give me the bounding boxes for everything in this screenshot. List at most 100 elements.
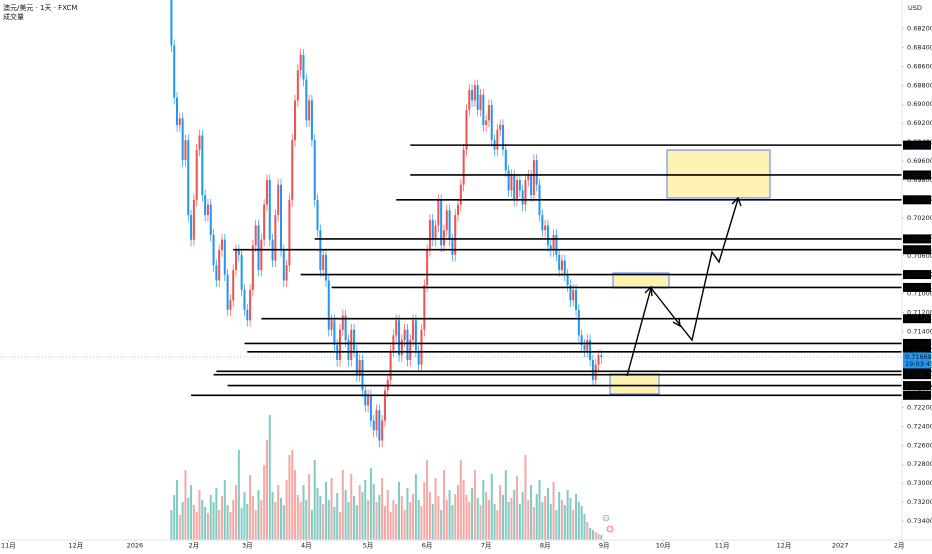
volume-bar: [451, 505, 454, 540]
arrow: [626, 287, 652, 377]
volume-bar: [218, 510, 221, 540]
candle-body: [431, 219, 434, 240]
candle-layer: [170, 0, 603, 448]
volume-bar: [322, 504, 325, 540]
level-tag-label: 0.70536: [905, 246, 932, 254]
level-tag-label: 0.71855: [905, 371, 932, 379]
volume-bar: [597, 534, 600, 540]
candle-body: [586, 340, 589, 351]
candle-body: [254, 225, 257, 246]
candle-body: [285, 265, 288, 281]
volume-bar: [378, 495, 381, 540]
y-tick-label: 0.70200: [907, 214, 932, 222]
volume-bar: [423, 482, 426, 540]
volume-bar: [195, 512, 198, 540]
candle-body: [232, 270, 235, 301]
volume-bar: [305, 500, 308, 540]
x-tick-label: 3月: [242, 542, 253, 550]
candle-body: [482, 94, 485, 126]
event-icon[interactable]: [606, 525, 614, 533]
volume-bar: [330, 478, 333, 540]
volume-bar: [586, 522, 589, 540]
candle-body: [468, 90, 471, 110]
candle-body: [597, 355, 600, 365]
volume-bar: [187, 498, 190, 540]
candle-body: [442, 230, 445, 246]
candle-body: [535, 160, 538, 185]
candle-body: [560, 260, 564, 270]
volume-bar: [412, 494, 415, 540]
candle-body: [178, 118, 181, 126]
volume-bar: [294, 470, 297, 540]
volume-bar: [510, 498, 513, 540]
candle-body: [344, 315, 347, 341]
y-tick-label: 0.71000: [907, 290, 932, 298]
currency-label: USD: [908, 4, 922, 12]
candle-body: [204, 195, 207, 216]
candle-body: [381, 420, 384, 441]
volume-bar: [459, 460, 462, 540]
volume-bar: [527, 500, 530, 540]
candle-body: [215, 265, 218, 281]
candle-body: [305, 79, 308, 121]
volume-bar: [513, 490, 516, 540]
candle-body: [327, 280, 330, 330]
volume-bar: [369, 468, 372, 540]
candle-body: [333, 320, 336, 345]
volume-bar: [310, 510, 313, 540]
volume-bar: [204, 507, 207, 540]
candle-body: [563, 260, 566, 275]
candle-body: [527, 175, 530, 180]
countdown-label: 19:03:45: [905, 360, 932, 368]
candle-body: [462, 149, 465, 185]
candle-body: [235, 250, 238, 270]
candle-body: [428, 219, 431, 251]
candle-body: [294, 100, 297, 141]
candle-body: [279, 184, 283, 251]
volume-bar: [263, 465, 266, 540]
volume-bar: [555, 510, 558, 540]
candle-body: [223, 239, 226, 275]
event-icon[interactable]: [602, 514, 610, 522]
candle-body: [518, 180, 521, 191]
volume-bar: [546, 488, 549, 540]
y-tick-label: 0.72800: [907, 460, 932, 468]
level-tag-label: 0.72073: [905, 392, 932, 400]
volume-bar: [299, 502, 302, 540]
volume-bar: [569, 498, 572, 540]
candle-body: [192, 199, 195, 240]
target-box: [609, 373, 660, 395]
y-tick-label: 0.71200: [907, 309, 932, 317]
candle-body: [510, 175, 513, 191]
level-tag-label: 0.69747: [905, 171, 932, 179]
candle-body: [268, 180, 271, 240]
volume-bar: [271, 492, 274, 540]
candle-body: [367, 395, 370, 406]
candle-body: [277, 184, 280, 216]
level-tag: [903, 390, 931, 400]
candle-body: [473, 85, 476, 101]
volume-bar: [426, 460, 429, 540]
volume-bar: [442, 470, 445, 540]
volume-bar: [544, 496, 547, 540]
volume-bar: [558, 492, 561, 540]
volume-bar: [350, 474, 353, 540]
level-tag: [903, 338, 931, 348]
level-tag: [903, 381, 931, 391]
candle-body: [170, 0, 173, 46]
candle-body: [499, 125, 502, 130]
candle-body: [338, 329, 342, 360]
candle-body: [513, 175, 516, 200]
candle-body: [398, 320, 401, 356]
volume-bar: [538, 480, 541, 540]
volume-bar: [277, 485, 280, 540]
candle-body: [583, 344, 586, 351]
level-layer: [0, 144, 902, 397]
level-tag: [903, 347, 931, 357]
volume-bar: [600, 535, 603, 540]
candle-body: [521, 190, 524, 205]
volume-bar: [392, 500, 395, 540]
volume-bar: [206, 513, 209, 540]
volume-bar: [501, 495, 504, 540]
level-tag: [903, 270, 931, 280]
